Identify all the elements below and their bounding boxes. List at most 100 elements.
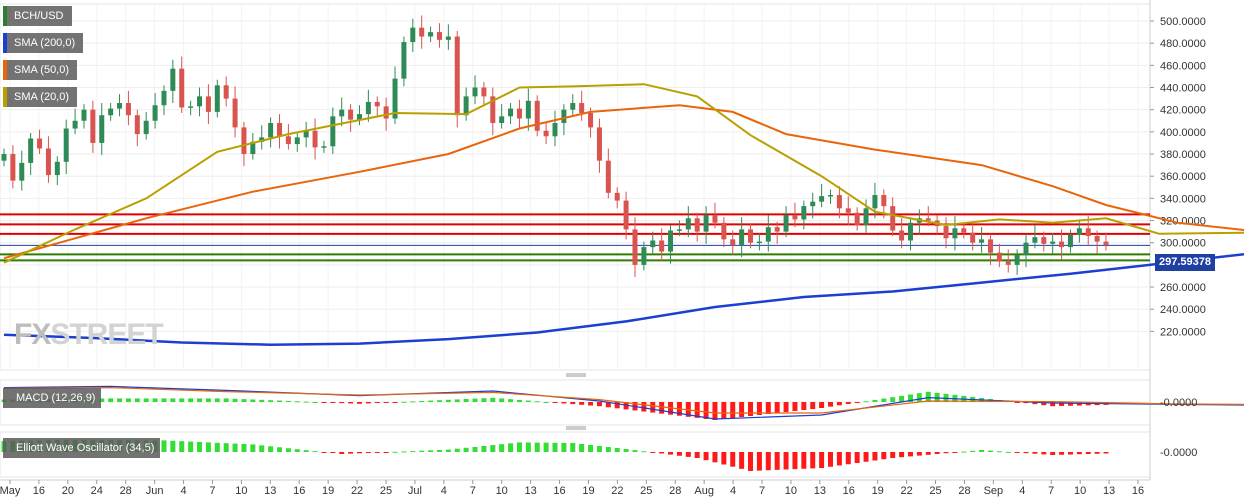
- candle-body: [348, 109, 354, 120]
- fxstreet-watermark: FXSTREET: [14, 318, 164, 352]
- candle-body: [907, 222, 913, 241]
- candle-body: [641, 247, 647, 265]
- x-tick-label: 22: [351, 485, 363, 497]
- macd-hist-bar: [890, 397, 896, 402]
- ewo-hist-bar: [890, 452, 896, 458]
- macd-hist-bar: [570, 402, 576, 405]
- candle-body: [161, 90, 167, 106]
- candle-body: [205, 96, 211, 112]
- macd-hist-bar: [516, 399, 522, 402]
- y-tick-label: 360.0000: [1160, 171, 1206, 183]
- candle-body: [1005, 261, 1011, 265]
- ewo-hist-bar: [943, 452, 949, 454]
- macd-hist-bar: [534, 401, 540, 403]
- ewo-tick-label: -0.0000: [1160, 447, 1197, 459]
- ewo-hist-bar: [445, 449, 451, 452]
- macd-hist-bar: [641, 402, 647, 412]
- macd-hist-bar: [223, 398, 229, 402]
- x-tick-label: 13: [524, 485, 536, 497]
- candle-body: [588, 113, 594, 128]
- x-tick-label: 28: [958, 485, 970, 497]
- ewo-hist-bar: [845, 452, 851, 465]
- sma20-swatch: [3, 87, 7, 107]
- macd-hist-bar: [561, 402, 567, 404]
- x-tick-label: 22: [611, 485, 623, 497]
- candle-body: [499, 116, 505, 123]
- macd-hist-bar: [108, 398, 114, 402]
- ewo-hist-bar: [321, 452, 327, 453]
- ewo-hist-bar: [881, 452, 887, 460]
- ewo-hist-bar: [490, 445, 496, 452]
- candle-body: [125, 103, 131, 116]
- candle-body: [303, 130, 309, 138]
- candle-body: [614, 192, 620, 201]
- ewo-hist-bar: [534, 442, 540, 452]
- ewo-hist-bar: [205, 442, 211, 452]
- macd-hist-bar: [392, 402, 398, 403]
- macd-hist-bar: [152, 398, 158, 402]
- macd-hist-bar: [1041, 402, 1047, 406]
- candle-body: [703, 214, 709, 232]
- candle-body: [979, 239, 985, 243]
- candle-body: [828, 195, 833, 197]
- macd-hist-bar: [125, 398, 131, 402]
- macd-hist-bar: [463, 399, 469, 402]
- candle-body: [99, 115, 105, 143]
- x-tick-label: 16: [33, 485, 45, 497]
- ewo-hist-bar: [348, 452, 354, 454]
- candle-body: [623, 200, 629, 230]
- ewo-hist-bar: [970, 450, 976, 452]
- macd-hist-bar: [845, 402, 851, 404]
- candle-body: [1032, 237, 1038, 243]
- candle-body: [605, 160, 611, 193]
- ewo-hist-bar: [1014, 452, 1020, 453]
- macd-hist-bar: [783, 402, 789, 412]
- candle-body: [294, 137, 300, 145]
- ewo-hist-bar: [303, 450, 309, 452]
- ewo-hist-bar: [756, 452, 762, 471]
- candle-body: [490, 96, 496, 123]
- macd-hist-bar: [143, 398, 149, 402]
- legend-sma200-label: SMA (200,0): [14, 37, 76, 49]
- macd-hist-bar: [285, 400, 291, 402]
- macd-hist-bar: [792, 402, 798, 411]
- candle-body: [756, 241, 762, 244]
- candle-body: [570, 103, 576, 110]
- macd-hist-bar: [356, 402, 362, 404]
- x-tick-label: 7: [759, 485, 765, 497]
- ewo-hist-bar: [552, 442, 558, 452]
- candle-body: [819, 196, 825, 202]
- candle-body: [383, 106, 389, 119]
- candle-body: [1076, 228, 1082, 235]
- candle-body: [1067, 234, 1073, 248]
- candle-body: [63, 128, 69, 162]
- ewo-hist-bar: [436, 449, 442, 452]
- macd-hist-bar: [712, 402, 718, 420]
- ewo-legend: Elliott Wave Oscillator (34,5): [3, 438, 161, 458]
- ewo-hist-bar: [392, 451, 398, 453]
- candle-body: [445, 36, 451, 40]
- current-price-tag: 297.59378: [1155, 254, 1215, 271]
- x-tick-label: Jun: [146, 485, 164, 497]
- candle-body: [836, 195, 842, 209]
- candle-body: [516, 108, 522, 119]
- x-tick-label: 16: [553, 485, 565, 497]
- ewo-hist-bar: [401, 451, 407, 453]
- sma200-line: [3, 253, 1244, 346]
- candle-body: [1014, 254, 1020, 265]
- x-tick-label: 4: [180, 485, 186, 497]
- macd-hist-bar: [339, 402, 345, 404]
- sma50-swatch: [3, 60, 7, 80]
- legend-symbol: BCH/USD: [3, 6, 72, 26]
- ewo-hist-bar: [685, 452, 691, 457]
- candle-body: [374, 101, 380, 107]
- macd-hist-bar: [1050, 402, 1056, 407]
- x-tick-label: 7: [209, 485, 215, 497]
- candle-body: [970, 232, 976, 243]
- candle-body: [241, 127, 247, 155]
- candle-body: [330, 116, 336, 147]
- ewo-hist-bar: [836, 452, 842, 466]
- ewo-hist-bar: [810, 452, 816, 469]
- x-tick-label: 10: [785, 485, 797, 497]
